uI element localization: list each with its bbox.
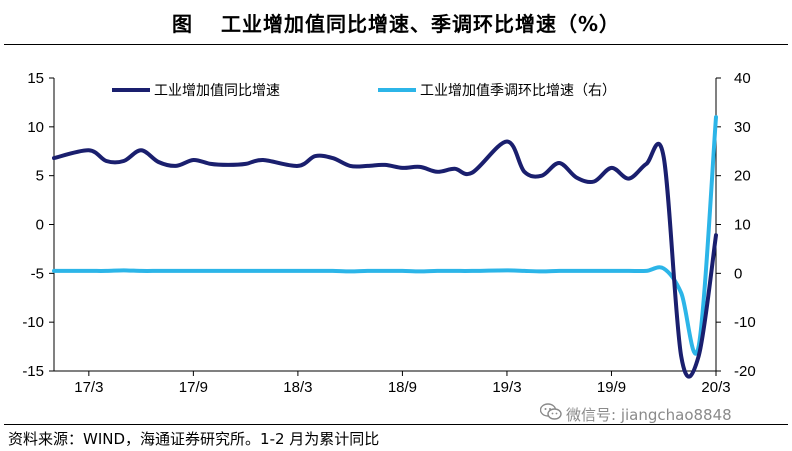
x-tick-label: 19/9 — [597, 379, 626, 396]
watermark-text: 微信号: jiangchao8848 — [566, 405, 732, 424]
x-tick-label: 17/9 — [179, 379, 208, 396]
right-tick-label: 40 — [734, 70, 751, 87]
legend-item-mom-label: 工业增加值季调环比增速（右） — [420, 83, 616, 99]
left-tick-label: 5 — [36, 168, 44, 185]
series-line-yoy — [52, 139, 718, 379]
series-lines — [52, 115, 718, 379]
line-chart: 15 10 5 0 -5 -10 -15 40 30 20 10 0 -10 -20 17/3 17/9 18/… — [22, 70, 755, 396]
right-tick-label: 20 — [734, 168, 751, 185]
left-tick-label: -10 — [22, 314, 44, 331]
left-tick-label: -15 — [22, 363, 44, 380]
left-tick-label: -5 — [31, 265, 44, 282]
right-tick-label: 0 — [734, 265, 742, 282]
title-text: 工业增加值同比增速、季调环比增速（%） — [220, 11, 621, 36]
wechat-watermark: 微信号: jiangchao8848 — [539, 403, 732, 425]
left-tick-label: 10 — [27, 119, 44, 136]
x-tick-label: 18/3 — [283, 379, 312, 396]
top-rule — [4, 44, 788, 45]
wechat-icon — [539, 403, 562, 425]
chart-title: 图 工业增加值同比增速、季调环比增速（%） — [0, 0, 792, 44]
series-line-mom — [52, 115, 718, 356]
right-tick-label: -20 — [734, 363, 756, 380]
legend: 工业增加值同比增速 工业增加值季调环比增速（右） — [112, 83, 616, 99]
left-tick-label: 0 — [36, 217, 44, 234]
x-tick-label: 19/3 — [492, 379, 521, 396]
right-tick-label: -10 — [734, 314, 756, 331]
right-tick-label: 10 — [734, 217, 751, 234]
bottom-rule — [4, 424, 788, 425]
x-tick-label: 17/3 — [74, 379, 103, 396]
right-tick-label: 30 — [734, 119, 751, 136]
axes: 15 10 5 0 -5 -10 -15 40 30 20 10 0 -10 -20 17/3 17/9 18/… — [22, 70, 755, 396]
legend-item-yoy-label: 工业增加值同比增速 — [154, 83, 280, 99]
x-tick-label: 18/9 — [388, 379, 417, 396]
figure-label: 图 — [171, 11, 193, 36]
source-note: 资料来源：WIND，海通证券研究所。1-2 月为累计同比 — [8, 430, 380, 448]
left-tick-label: 15 — [27, 70, 44, 87]
x-tick-label: 20/3 — [701, 379, 730, 396]
